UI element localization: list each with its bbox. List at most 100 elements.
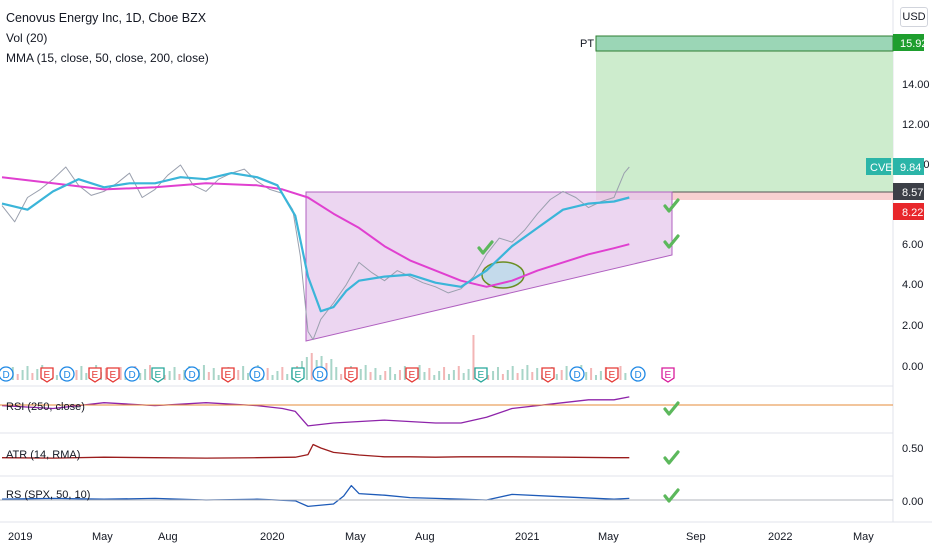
volume-bar	[560, 370, 563, 380]
mma-legend[interactable]: MMA (15, close, 50, close, 200, close)	[6, 51, 209, 65]
volume-bar	[104, 368, 107, 380]
last-price-label: 9.84	[900, 162, 921, 174]
volume-bar	[207, 372, 210, 380]
event-label: D	[317, 370, 324, 381]
volume-bar	[467, 369, 470, 380]
rs-label: RS (SPX, 50, 10)	[6, 489, 90, 501]
pt-label: PT	[580, 38, 594, 50]
volume-bar	[340, 374, 343, 380]
volume-bar	[501, 374, 504, 380]
target-price-label: 15.92	[900, 38, 928, 50]
event-label: D	[635, 370, 642, 381]
volume-bar	[16, 374, 19, 380]
x-tick: 2021	[515, 531, 539, 543]
volume-bar	[531, 372, 534, 380]
dividend-event-icon	[0, 366, 14, 382]
volume-bar	[619, 366, 622, 380]
volume-bar	[418, 365, 421, 380]
volume-bar	[163, 375, 166, 380]
ma200-line	[1, 176, 630, 288]
volume-bar	[526, 365, 529, 380]
volume-bar	[506, 370, 509, 380]
volume-bar	[281, 367, 284, 380]
volume-bar	[374, 368, 377, 380]
volume-bar	[590, 368, 593, 380]
dividend-event-icon	[59, 366, 75, 382]
x-tick: Sep	[686, 531, 706, 543]
volume-bar	[379, 375, 382, 380]
volume-bar	[202, 365, 205, 380]
volume-bar	[271, 375, 274, 380]
event-label: E	[409, 370, 416, 381]
entry-price-label: 8.57	[902, 187, 923, 199]
event-label: E	[478, 370, 485, 381]
volume-bar	[364, 365, 367, 380]
crossover-circle	[481, 261, 525, 289]
volume-bar	[496, 367, 499, 380]
event-label: E	[44, 370, 51, 381]
earnings-event-icon	[474, 367, 488, 383]
rsi-label: RSI (250, close)	[6, 401, 85, 413]
volume-bar	[55, 375, 58, 380]
event-label: D	[64, 370, 71, 381]
volume-legend[interactable]: Vol (20)	[6, 31, 48, 45]
volume-bar	[183, 370, 186, 380]
atr-line	[1, 443, 630, 459]
volume-bar	[310, 353, 313, 380]
currency-button[interactable]: USD	[900, 7, 928, 27]
volume-bar	[594, 375, 597, 380]
volume-bar	[472, 335, 475, 380]
rs-line	[1, 484, 630, 508]
dividend-event-icon	[630, 366, 646, 382]
volume-bar	[359, 369, 362, 380]
x-tick: 2020	[260, 531, 284, 543]
volume-bar	[247, 373, 250, 380]
event-label: E	[295, 370, 302, 381]
earnings-event-icon	[88, 367, 102, 383]
x-tick: Aug	[158, 531, 178, 543]
earnings-event-icon	[151, 367, 165, 383]
event-label: E	[155, 370, 162, 381]
y-tick: 2.00	[902, 320, 923, 332]
volume-bar	[21, 370, 24, 380]
volume-bar	[536, 368, 539, 380]
time-axis[interactable]: 2019 May Aug 2020 May Aug 2021 May Sep 2…	[8, 531, 874, 543]
volume-bar	[144, 369, 147, 380]
volume-bar	[36, 369, 39, 380]
volume-bar	[369, 372, 372, 380]
event-label: E	[110, 370, 117, 381]
volume-bar	[452, 370, 455, 380]
volume-bar	[217, 375, 220, 380]
volume-bar	[237, 370, 240, 380]
volume-bar	[516, 373, 519, 380]
volume-bar	[286, 374, 289, 380]
volume-bar	[139, 373, 142, 380]
volume-bar	[511, 366, 514, 380]
entry-price-badge	[893, 183, 924, 200]
dividend-event-icon	[124, 366, 140, 382]
volume-bar	[443, 367, 446, 380]
volume-bar	[521, 369, 524, 380]
volume-bar	[403, 366, 406, 380]
rsi-line	[1, 396, 630, 427]
volume-bar	[168, 371, 171, 380]
price-axis[interactable]: 14.00 12.00 10.00 6.00 4.00 2.00 0.00 0.…	[902, 79, 930, 508]
volume-bar	[599, 371, 602, 380]
x-tick: 2022	[768, 531, 792, 543]
earnings-event-icon	[291, 367, 305, 383]
earnings-event-icon	[405, 367, 419, 383]
event-label: E	[225, 370, 232, 381]
event-label: E	[545, 370, 552, 381]
y-tick: 6.00	[902, 239, 923, 251]
y-tick: 0.00	[902, 361, 923, 373]
earnings-event-icon	[221, 367, 235, 383]
dividend-event-icon	[569, 366, 585, 382]
dividend-event-icon	[249, 366, 265, 382]
volume-bar	[173, 367, 176, 380]
event-label: E	[348, 370, 355, 381]
target-price-badge	[893, 34, 924, 51]
volume-bar	[457, 366, 460, 380]
dividend-event-icon	[312, 366, 328, 382]
volume-bar	[492, 371, 495, 380]
